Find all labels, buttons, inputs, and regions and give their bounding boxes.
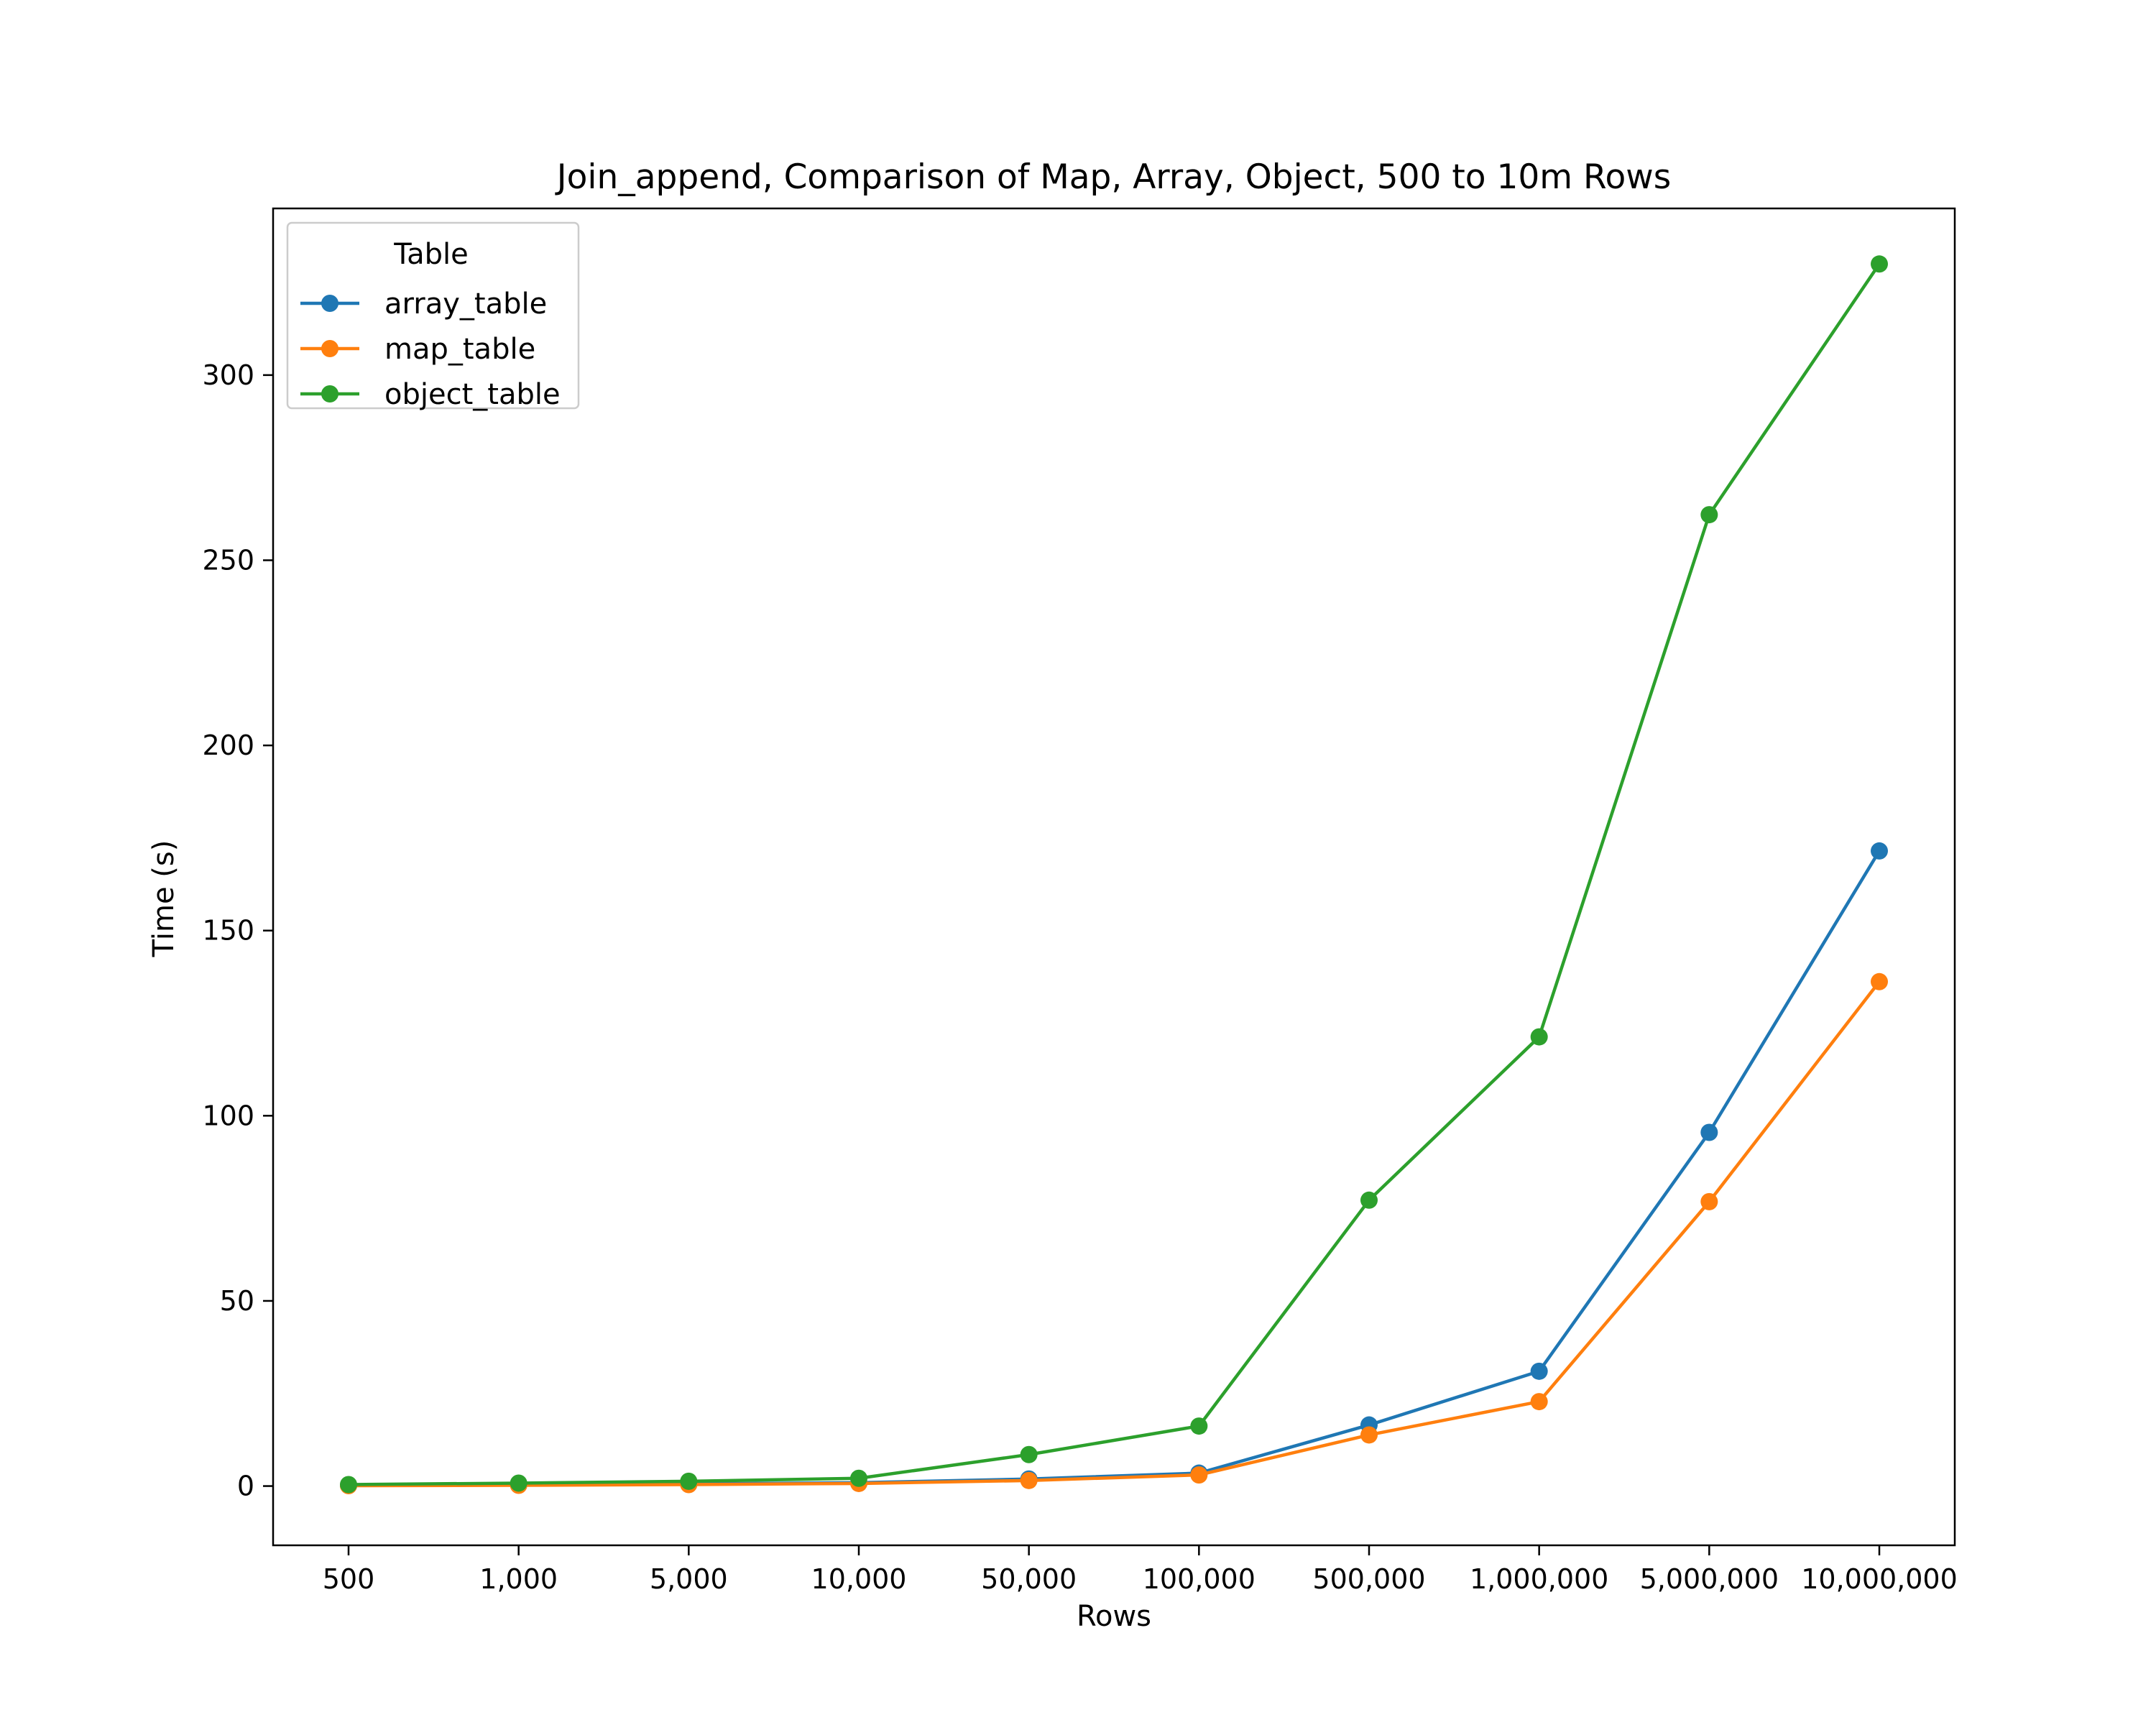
data-point-array-table [1530, 1362, 1548, 1380]
legend-marker-map-table [321, 340, 338, 357]
chart-title: Join_append, Comparison of Map, Array, O… [555, 157, 1671, 197]
x-tick-label: 10,000 [811, 1563, 907, 1595]
x-tick-label: 50,000 [981, 1563, 1077, 1595]
series-line-object-table [348, 263, 1881, 1486]
x-tick-label: 500,000 [1312, 1563, 1425, 1595]
y-axis-label: Time (s) [147, 840, 180, 958]
x-tick-label: 5,000,000 [1640, 1563, 1779, 1595]
data-point-object-table [1871, 255, 1888, 273]
data-point-map-table [1700, 1192, 1718, 1210]
data-point-map-table [1530, 1393, 1548, 1411]
x-tick-label: 1,000,000 [1470, 1563, 1608, 1595]
data-point-array-table [1700, 1123, 1718, 1141]
data-point-object-table [1020, 1445, 1038, 1463]
y-tick-label: 250 [202, 544, 254, 576]
y-tick-label: 150 [202, 915, 254, 947]
data-point-array-table [1871, 842, 1888, 860]
data-point-map-table [1871, 972, 1888, 990]
data-point-object-table [1530, 1028, 1548, 1046]
legend-marker-array-table [321, 295, 338, 312]
y-tick-label: 200 [202, 730, 254, 761]
legend-label-object-table: object_table [384, 378, 561, 411]
data-point-object-table [340, 1476, 357, 1494]
y-tick-label: 300 [202, 359, 254, 391]
y-tick-label: 50 [220, 1285, 254, 1317]
series-line-map-table [348, 980, 1881, 1488]
x-tick-label: 1,000 [479, 1563, 558, 1595]
plot-area: 500 1,000 5,000 10,000 50,000 100,000 500,000 1… [202, 207, 1958, 1595]
x-tick-label: 5,000 [650, 1563, 728, 1595]
data-point-map-table [1360, 1426, 1378, 1444]
legend: Table array_table map_table object_table [286, 221, 580, 411]
data-point-map-table [1190, 1466, 1208, 1484]
x-axis-label: Rows [1077, 1600, 1151, 1633]
legend-label-map-table: map_table [384, 333, 535, 366]
x-tick-label: 10,000,000 [1801, 1563, 1958, 1595]
y-tick-label: 100 [202, 1100, 254, 1131]
x-tick-label: 500 [323, 1563, 375, 1595]
legend-marker-object-table [321, 385, 338, 402]
legend-label-array-table: array_table [384, 288, 547, 321]
y-tick-label: 0 [237, 1471, 254, 1502]
legend-box [286, 221, 580, 410]
data-point-object-table [850, 1469, 867, 1487]
x-tick-label: 100,000 [1143, 1563, 1256, 1595]
data-point-map-table [1020, 1471, 1038, 1489]
data-point-object-table [1700, 506, 1718, 524]
data-point-object-table [1190, 1417, 1208, 1435]
legend-title: Table [393, 238, 468, 271]
data-point-object-table [510, 1474, 528, 1492]
data-point-object-table [1360, 1191, 1378, 1209]
plot-frame [272, 207, 1956, 1547]
data-point-object-table [680, 1472, 698, 1490]
